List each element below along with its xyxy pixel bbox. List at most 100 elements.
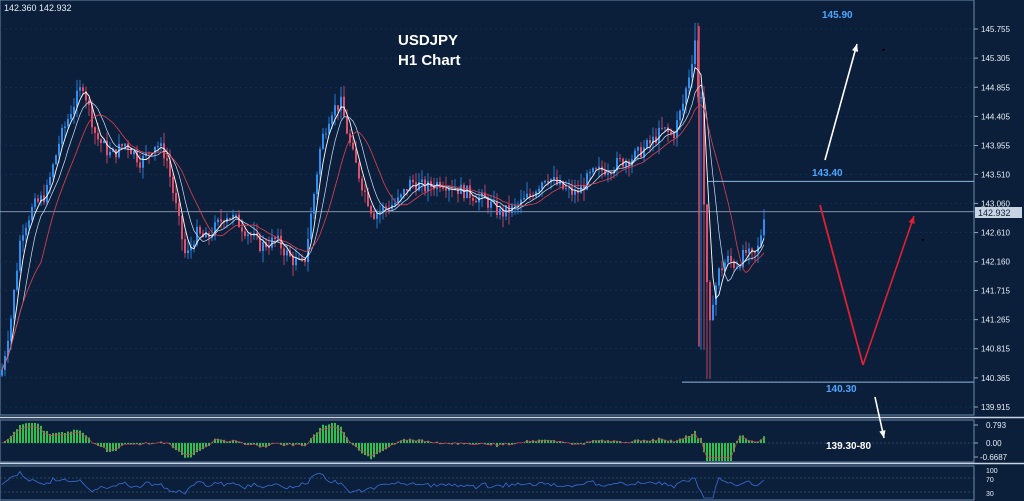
candle-body bbox=[298, 257, 300, 259]
oscillator-histogram bbox=[0, 423, 978, 461]
osc-bar bbox=[268, 443, 270, 446]
candle-body bbox=[730, 256, 732, 262]
candle-body bbox=[64, 126, 66, 129]
osc-bar bbox=[100, 443, 102, 448]
candle-body bbox=[547, 180, 549, 183]
osc-bar bbox=[409, 438, 411, 443]
osc-bar bbox=[601, 439, 603, 443]
candle-body bbox=[235, 214, 237, 216]
osc-bar bbox=[538, 439, 540, 443]
candle-body bbox=[379, 210, 381, 214]
moving-average-line bbox=[1, 66, 765, 371]
candle-body bbox=[67, 119, 69, 127]
candle-body bbox=[91, 104, 93, 128]
candle-body bbox=[112, 149, 114, 152]
candle-body bbox=[457, 188, 459, 194]
candle-body bbox=[751, 248, 753, 253]
candle-body bbox=[7, 340, 9, 356]
osc-bar bbox=[64, 432, 66, 443]
osc-bar bbox=[571, 443, 573, 445]
candle-body bbox=[109, 151, 111, 156]
candle-body bbox=[667, 127, 669, 132]
candle-body bbox=[475, 200, 477, 203]
candle-body bbox=[88, 100, 90, 105]
osc-bar bbox=[472, 443, 474, 445]
osc-bar bbox=[43, 430, 45, 443]
osc-bar bbox=[553, 440, 555, 443]
osc-bar bbox=[511, 443, 513, 445]
price-tick-label: 142.160 bbox=[981, 258, 1010, 267]
candle-body bbox=[676, 120, 678, 139]
candle-body bbox=[508, 205, 510, 213]
osc-bar bbox=[649, 440, 651, 443]
candle-body bbox=[259, 235, 261, 251]
candle-body bbox=[25, 227, 27, 236]
osc-bar bbox=[217, 438, 219, 443]
candle-body bbox=[652, 136, 654, 144]
candle-body bbox=[727, 256, 729, 263]
candle-body bbox=[637, 147, 639, 151]
osc-bar bbox=[400, 440, 402, 443]
osc-bar bbox=[184, 443, 186, 458]
candle-body bbox=[241, 227, 243, 232]
candle-body bbox=[643, 147, 645, 158]
osc-bar bbox=[286, 443, 288, 446]
osc-bar bbox=[661, 438, 663, 443]
osc-bar bbox=[181, 443, 183, 455]
price-tick-label: 143.510 bbox=[981, 170, 1010, 179]
candle-body bbox=[562, 181, 564, 190]
osc-bar bbox=[196, 443, 198, 453]
osc-bar bbox=[205, 443, 207, 448]
osc-bar bbox=[214, 438, 216, 443]
osc-bar bbox=[172, 443, 174, 449]
osc-bar bbox=[352, 443, 354, 446]
osc-bar bbox=[715, 443, 717, 461]
osc-bar bbox=[391, 443, 393, 446]
osc-bar bbox=[226, 441, 228, 443]
candle-body bbox=[28, 220, 30, 228]
osc-bar bbox=[562, 441, 564, 443]
candle-body bbox=[250, 234, 252, 236]
candle-body bbox=[301, 257, 303, 260]
candle-body bbox=[484, 192, 486, 199]
osc-bar bbox=[361, 443, 363, 454]
candle-body bbox=[157, 146, 159, 148]
main-price-panel bbox=[0, 0, 975, 416]
osc-bar bbox=[469, 443, 471, 445]
osc-bar bbox=[733, 443, 735, 452]
moving-averages bbox=[1, 66, 765, 371]
candle-body bbox=[625, 161, 627, 167]
candle-body bbox=[205, 233, 207, 238]
osc-bar bbox=[475, 443, 477, 445]
price-axis: 145.755 145.305 144.855 144.405 143.955 143.5… bbox=[974, 25, 1010, 412]
candle-body bbox=[442, 187, 444, 189]
candle-body bbox=[409, 179, 411, 191]
osc-bar bbox=[760, 439, 762, 443]
price-readout: 142.360 142.932 bbox=[4, 3, 72, 13]
osc-bar bbox=[382, 443, 384, 451]
candle-body bbox=[664, 127, 666, 129]
candle-body bbox=[166, 158, 168, 161]
candle-body bbox=[541, 182, 543, 189]
osc-bar bbox=[421, 439, 423, 443]
osc-bar bbox=[670, 439, 672, 443]
osc-bar bbox=[547, 439, 549, 443]
osc-bar bbox=[334, 423, 336, 443]
candle-body bbox=[55, 155, 57, 165]
price-grid bbox=[0, 28, 974, 408]
candle-body bbox=[142, 156, 144, 168]
osc-bar bbox=[193, 443, 195, 456]
level-label-145-90: 145.90 bbox=[822, 10, 853, 21]
candle-body bbox=[382, 206, 384, 211]
osc-bar bbox=[370, 443, 372, 460]
candle-body bbox=[394, 202, 396, 205]
osc-bar bbox=[529, 441, 531, 443]
osc-bar bbox=[535, 441, 537, 443]
osc-bar bbox=[364, 443, 366, 456]
chart-title-timeframe: H1 Chart bbox=[398, 52, 461, 69]
price-levels bbox=[682, 180, 974, 383]
candle-body bbox=[277, 235, 279, 239]
osc-bar bbox=[418, 439, 420, 443]
candle-body bbox=[295, 257, 297, 266]
candle-body bbox=[385, 206, 387, 208]
